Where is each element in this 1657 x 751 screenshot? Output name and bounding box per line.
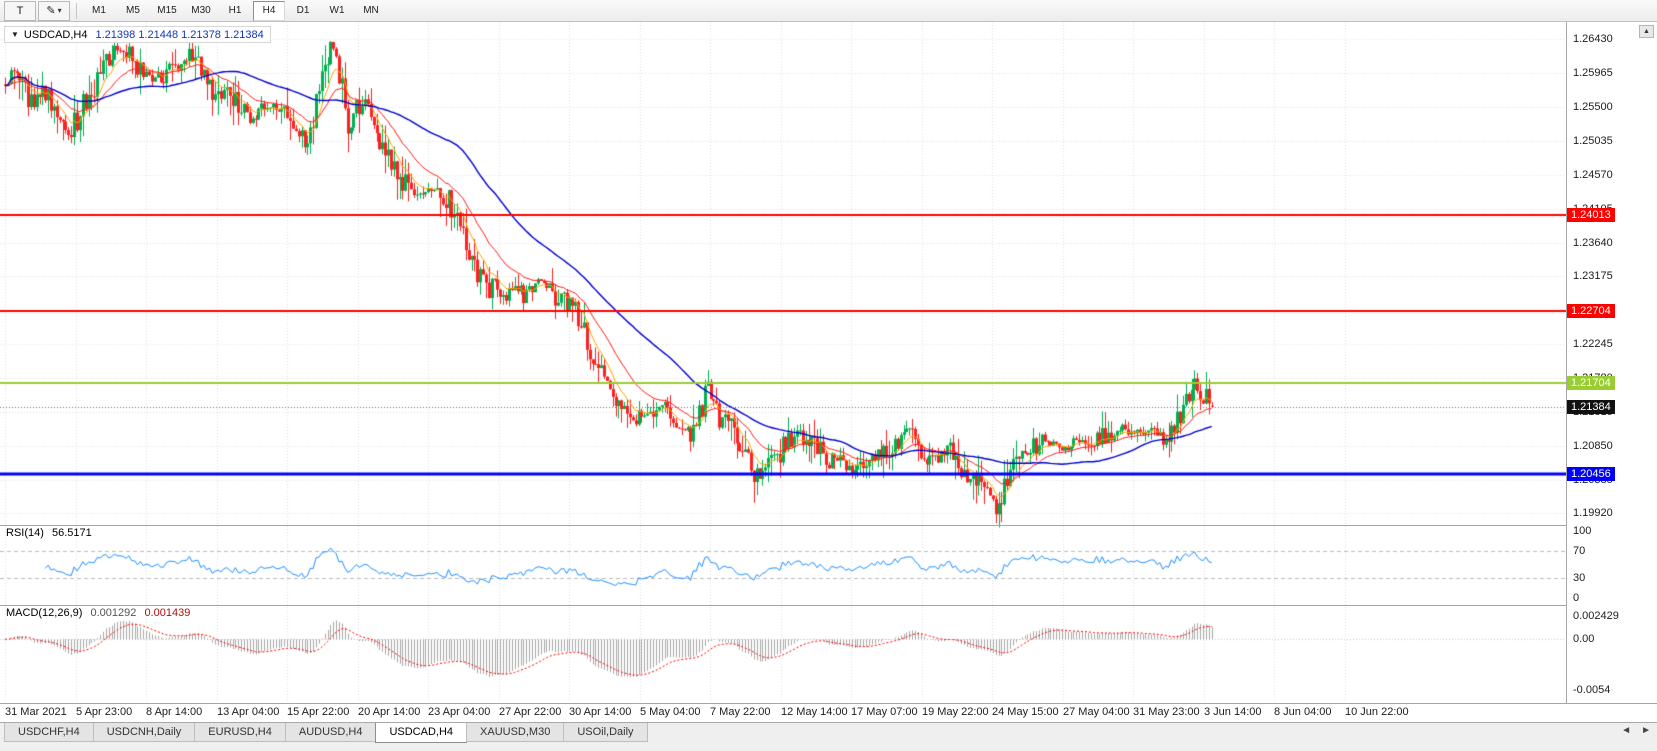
macd-axis-label: 0.002429 — [1573, 610, 1619, 623]
time-axis-label: 8 Apr 14:00 — [146, 706, 203, 718]
chart-tabs: USDCHF,H4 USDCNH,Daily EURUSD,H4 AUDUSD,H4 U… — [0, 723, 1657, 743]
price-level-badge: 1.22704 — [1567, 303, 1615, 318]
cursor-tool-button[interactable]: T — [4, 0, 36, 21]
time-axis-label: 30 Apr 14:00 — [569, 706, 632, 718]
toolbar-separator — [76, 2, 77, 19]
time-axis-divider — [0, 703, 1657, 704]
timeframe-button-m5[interactable]: M5 — [126, 5, 140, 16]
time-axis-label: 5 May 04:00 — [640, 706, 701, 718]
time-axis-label: 27 May 04:00 — [1063, 706, 1130, 718]
price-axis[interactable]: ▲ 1.26430 1.25965 1.25500 1.25035 1.24570 1.2… — [1567, 22, 1657, 703]
price-axis-label: 1.20850 — [1573, 439, 1613, 452]
macd-axis-label: -0.0054 — [1573, 684, 1611, 697]
macd-panel-divider[interactable] — [0, 605, 1657, 606]
time-axis-label: 5 Apr 23:00 — [76, 706, 133, 718]
time-axis-label: 24 May 15:00 — [992, 706, 1059, 718]
time-axis-label: 20 Apr 14:00 — [358, 706, 421, 718]
price-axis-label: 1.24570 — [1573, 168, 1613, 181]
macd-signal-value: 0.001439 — [144, 607, 191, 619]
timeframe-button-m30[interactable]: M30 — [191, 5, 211, 16]
tab-eurusd-h4[interactable]: EURUSD,H4 — [194, 723, 286, 742]
scroll-up-button[interactable]: ▲ — [1639, 25, 1654, 38]
tab-scroll-controls: ◄ ► — [1621, 725, 1651, 736]
chart-symbol-label: USDCAD,H4 — [23, 28, 88, 41]
time-axis-label: 23 Apr 04:00 — [428, 706, 491, 718]
draw-tool-button[interactable]: ✎ ▾ — [38, 0, 70, 21]
time-axis-label: 15 Apr 22:00 — [287, 706, 350, 718]
rsi-header: RSI(14) 56.5171 — [6, 527, 92, 539]
price-level-badge: 1.21704 — [1567, 376, 1615, 391]
chart-area: ▼ USDCAD,H4 1.21398 1.21448 1.21378 1.21… — [0, 22, 1657, 722]
time-axis-label: 31 Mar 2021 — [5, 706, 67, 718]
price-axis-label: 1.23175 — [1573, 270, 1613, 283]
chart-ohlc-values: 1.21398 1.21448 1.21378 1.21384 — [95, 28, 264, 41]
tab-scroll-right-button[interactable]: ► — [1641, 725, 1651, 736]
dropdown-caret-icon: ▾ — [57, 6, 62, 15]
time-axis-label: 27 Apr 22:00 — [499, 706, 562, 718]
tab-usoil-daily[interactable]: USOil,Daily — [563, 723, 648, 742]
rsi-axis-label: 100 — [1573, 525, 1592, 537]
time-axis-label: 31 May 23:00 — [1133, 706, 1200, 718]
rsi-axis-label: 70 — [1573, 545, 1586, 558]
price-axis-label: 1.22245 — [1573, 338, 1613, 351]
tab-scroll-left-button[interactable]: ◄ — [1621, 725, 1632, 736]
time-axis-label: 19 May 22:00 — [922, 706, 989, 718]
tab-audusd-h4[interactable]: AUDUSD,H4 — [284, 723, 377, 742]
time-axis-label: 12 May 14:00 — [781, 706, 848, 718]
time-axis-label: 7 May 22:00 — [710, 706, 771, 718]
price-level-badge: 1.24013 — [1567, 208, 1615, 223]
time-axis-label: 10 Jun 22:00 — [1345, 706, 1409, 718]
price-axis-label: 1.23640 — [1573, 236, 1613, 249]
price-axis-label: 1.25965 — [1573, 67, 1613, 80]
time-axis-label: 3 Jun 14:00 — [1204, 706, 1262, 718]
price-axis-label: 1.25500 — [1573, 101, 1613, 114]
price-axis-divider — [1566, 22, 1567, 703]
rsi-value: 56.5171 — [51, 527, 92, 539]
tab-usdcad-h4[interactable]: USDCAD,H4 — [375, 723, 468, 743]
rsi-axis-label: 0 — [1573, 592, 1580, 604]
chart-title: ▼ USDCAD,H4 1.21398 1.21448 1.21378 1.21… — [4, 26, 271, 43]
price-level-badge: 1.20456 — [1567, 467, 1615, 482]
rsi-axis-label: 30 — [1573, 571, 1586, 584]
macd-label: MACD(12,26,9) — [6, 607, 83, 619]
tab-usdchf-h4[interactable]: USDCHF,H4 — [4, 723, 94, 742]
tab-usdcnh-daily[interactable]: USDCNH,Daily — [92, 723, 196, 742]
macd-header: MACD(12,26,9) 0.001292 0.001439 — [6, 607, 190, 619]
current-price-badge: 1.21384 — [1567, 399, 1615, 414]
timeframe-button-h4[interactable]: H4 — [253, 0, 285, 21]
timeframe-button-h1[interactable]: H1 — [228, 5, 242, 16]
chart-canvas[interactable] — [0, 22, 1566, 703]
macd-main-value: 0.001292 — [90, 607, 137, 619]
timeframe-button-mn[interactable]: MN — [363, 5, 379, 16]
timeframe-button-m1[interactable]: M1 — [92, 5, 106, 16]
timeframe-button-w1[interactable]: W1 — [329, 5, 345, 16]
price-axis-label: 1.25035 — [1573, 135, 1613, 148]
rsi-label: RSI(14) — [6, 527, 44, 539]
timeframe-button-m15[interactable]: M15 — [157, 5, 177, 16]
chart-tabs-bar: USDCHF,H4 USDCNH,Daily EURUSD,H4 AUDUSD,H4 U… — [0, 722, 1657, 751]
price-axis-label: 1.19920 — [1573, 507, 1613, 520]
tab-xauusd-m30[interactable]: XAUUSD,M30 — [466, 723, 565, 742]
time-axis[interactable]: 31 Mar 2021 5 Apr 23:00 8 Apr 14:00 13 Apr … — [0, 703, 1657, 722]
rsi-panel-divider[interactable] — [0, 525, 1657, 526]
time-axis-label: 13 Apr 04:00 — [217, 706, 280, 718]
time-axis-label: 8 Jun 04:00 — [1274, 706, 1332, 718]
chart-dropdown-icon[interactable]: ▼ — [11, 30, 19, 39]
timeframe-button-d1[interactable]: D1 — [296, 5, 310, 16]
price-axis-label: 1.26430 — [1573, 33, 1613, 46]
toolbar: T ✎ ▾ M1 M5 M15 M30 H1 H4 D1 W1 MN — [0, 0, 1657, 22]
macd-axis-label: 0.00 — [1573, 633, 1595, 646]
time-axis-label: 17 May 07:00 — [851, 706, 918, 718]
